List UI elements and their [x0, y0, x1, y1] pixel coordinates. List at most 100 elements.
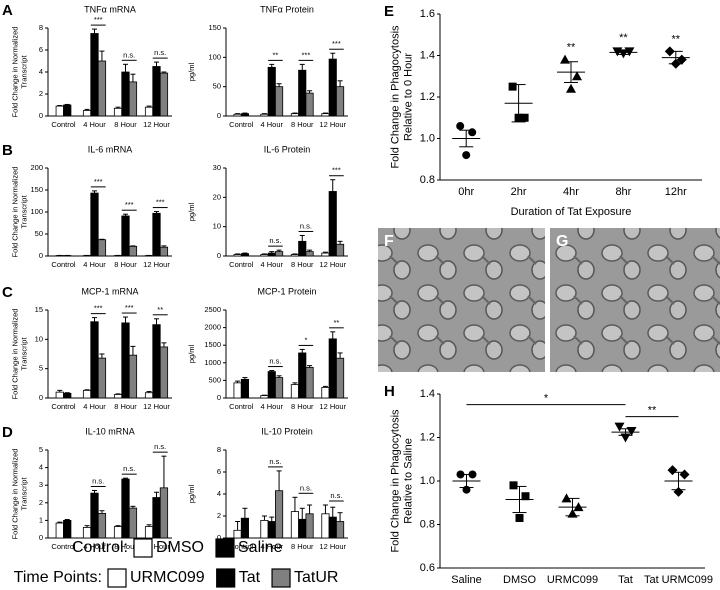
y-tick-label: 8 — [39, 23, 43, 32]
bar — [298, 518, 307, 539]
significance-label: n.s. — [269, 457, 281, 466]
x-tick-label: 2hr — [511, 186, 527, 198]
chart-title: TNFα mRNA — [84, 4, 136, 14]
legend-swatch — [107, 568, 127, 588]
x-tick-label: 12 Hour — [143, 402, 170, 411]
y-axis-label: Fold Change in Phagocytosis — [389, 409, 401, 553]
panel-label: B — [2, 142, 13, 159]
x-tick-label: 4 Hour — [260, 260, 283, 269]
bar — [260, 520, 269, 539]
significance-label: *** — [94, 304, 103, 313]
bar — [321, 387, 330, 399]
significance-label: ** — [272, 50, 278, 59]
significance-label: * — [544, 393, 549, 405]
bar — [113, 394, 123, 399]
x-tick-label: 12 Hour — [319, 542, 346, 551]
panel-label: C — [2, 284, 13, 301]
x-tick-label: Control — [229, 402, 254, 411]
bar — [305, 513, 314, 539]
significance-label: n.s. — [154, 442, 166, 451]
significance-label: n.s. — [269, 357, 281, 366]
x-tick-label: 12 Hour — [143, 260, 170, 269]
significance-label: n.s. — [123, 464, 135, 473]
panel-label: A — [2, 2, 13, 19]
x-tick-label: Saline — [451, 574, 482, 586]
bar — [90, 192, 99, 257]
bar — [328, 58, 337, 117]
bar — [144, 392, 154, 399]
y-axis-label: pg/ml — [187, 202, 196, 221]
bar — [267, 521, 276, 539]
bar — [305, 92, 314, 117]
legend-entry: TatUR — [294, 569, 338, 586]
bar — [275, 251, 284, 257]
y-tick-label: 10 — [213, 222, 221, 231]
bar — [82, 110, 92, 117]
bar — [336, 86, 345, 117]
bar — [128, 354, 138, 399]
micrograph — [378, 228, 545, 372]
y-tick-label: 2500 — [204, 305, 221, 314]
significance-label: *** — [156, 198, 165, 207]
y-axis-label: Transcript — [19, 337, 28, 371]
bar — [240, 253, 249, 257]
y-tick-label: 150 — [30, 185, 43, 194]
data-point — [667, 465, 678, 476]
y-axis-label: Transcript — [19, 195, 28, 229]
significance-label: ** — [333, 318, 339, 327]
bar — [121, 322, 130, 399]
y-tick-label: 5 — [39, 364, 43, 373]
significance-label: n.s. — [300, 221, 312, 230]
data-point — [560, 54, 570, 64]
data-point — [520, 113, 529, 122]
legend-label: Control: — [72, 539, 128, 556]
y-tick-label: 1 — [39, 515, 43, 524]
significance-label: ** — [567, 42, 576, 54]
x-tick-label: 8 Hour — [114, 402, 137, 411]
data-point — [679, 469, 690, 480]
y-axis-label: pg/ml — [187, 62, 196, 81]
x-tick-label: Tat URMC099 — [644, 574, 713, 586]
bar — [97, 512, 107, 539]
bar — [144, 106, 154, 117]
y-tick-label: 20 — [213, 192, 221, 201]
bar — [159, 72, 169, 117]
y-tick-label: 0 — [39, 111, 43, 120]
bar — [328, 338, 337, 399]
y-tick-label: 8 — [217, 445, 221, 454]
data-point — [515, 513, 524, 522]
y-tick-label: 150 — [208, 23, 221, 32]
x-tick-label: 12 Hour — [319, 120, 346, 129]
significance-label: * — [304, 335, 307, 344]
bar — [336, 521, 345, 539]
data-point — [521, 492, 530, 501]
bar — [336, 357, 345, 399]
bar — [159, 246, 169, 257]
significance-label: n.s. — [330, 491, 342, 500]
significance-label: n.s. — [92, 476, 104, 485]
bar — [55, 105, 64, 117]
data-point — [509, 481, 518, 490]
bar — [267, 66, 276, 117]
x-tick-label: 12 Hour — [143, 542, 170, 551]
legend-entry: DMSO — [156, 539, 204, 556]
y-tick-label: 1500 — [204, 340, 221, 349]
data-point — [508, 82, 517, 91]
y-axis-label: Transcript — [19, 55, 28, 89]
bar — [298, 352, 307, 399]
x-tick-label: 8 Hour — [291, 120, 314, 129]
y-tick-label: 500 — [208, 375, 221, 384]
y-axis-label: Fold Change in Normalized — [10, 449, 19, 540]
y-tick-label: 0 — [39, 251, 43, 260]
y-tick-label: 100 — [30, 207, 43, 216]
x-tick-label: 0hr — [458, 186, 474, 198]
bar — [321, 513, 330, 539]
significance-label: ** — [648, 405, 657, 417]
x-tick-label: Control — [229, 260, 254, 269]
bar — [275, 490, 284, 539]
x-tick-label: URMC099 — [547, 574, 598, 586]
bar — [63, 392, 72, 399]
x-tick-label: 8 Hour — [114, 120, 137, 129]
significance-label: n.s. — [123, 50, 135, 59]
